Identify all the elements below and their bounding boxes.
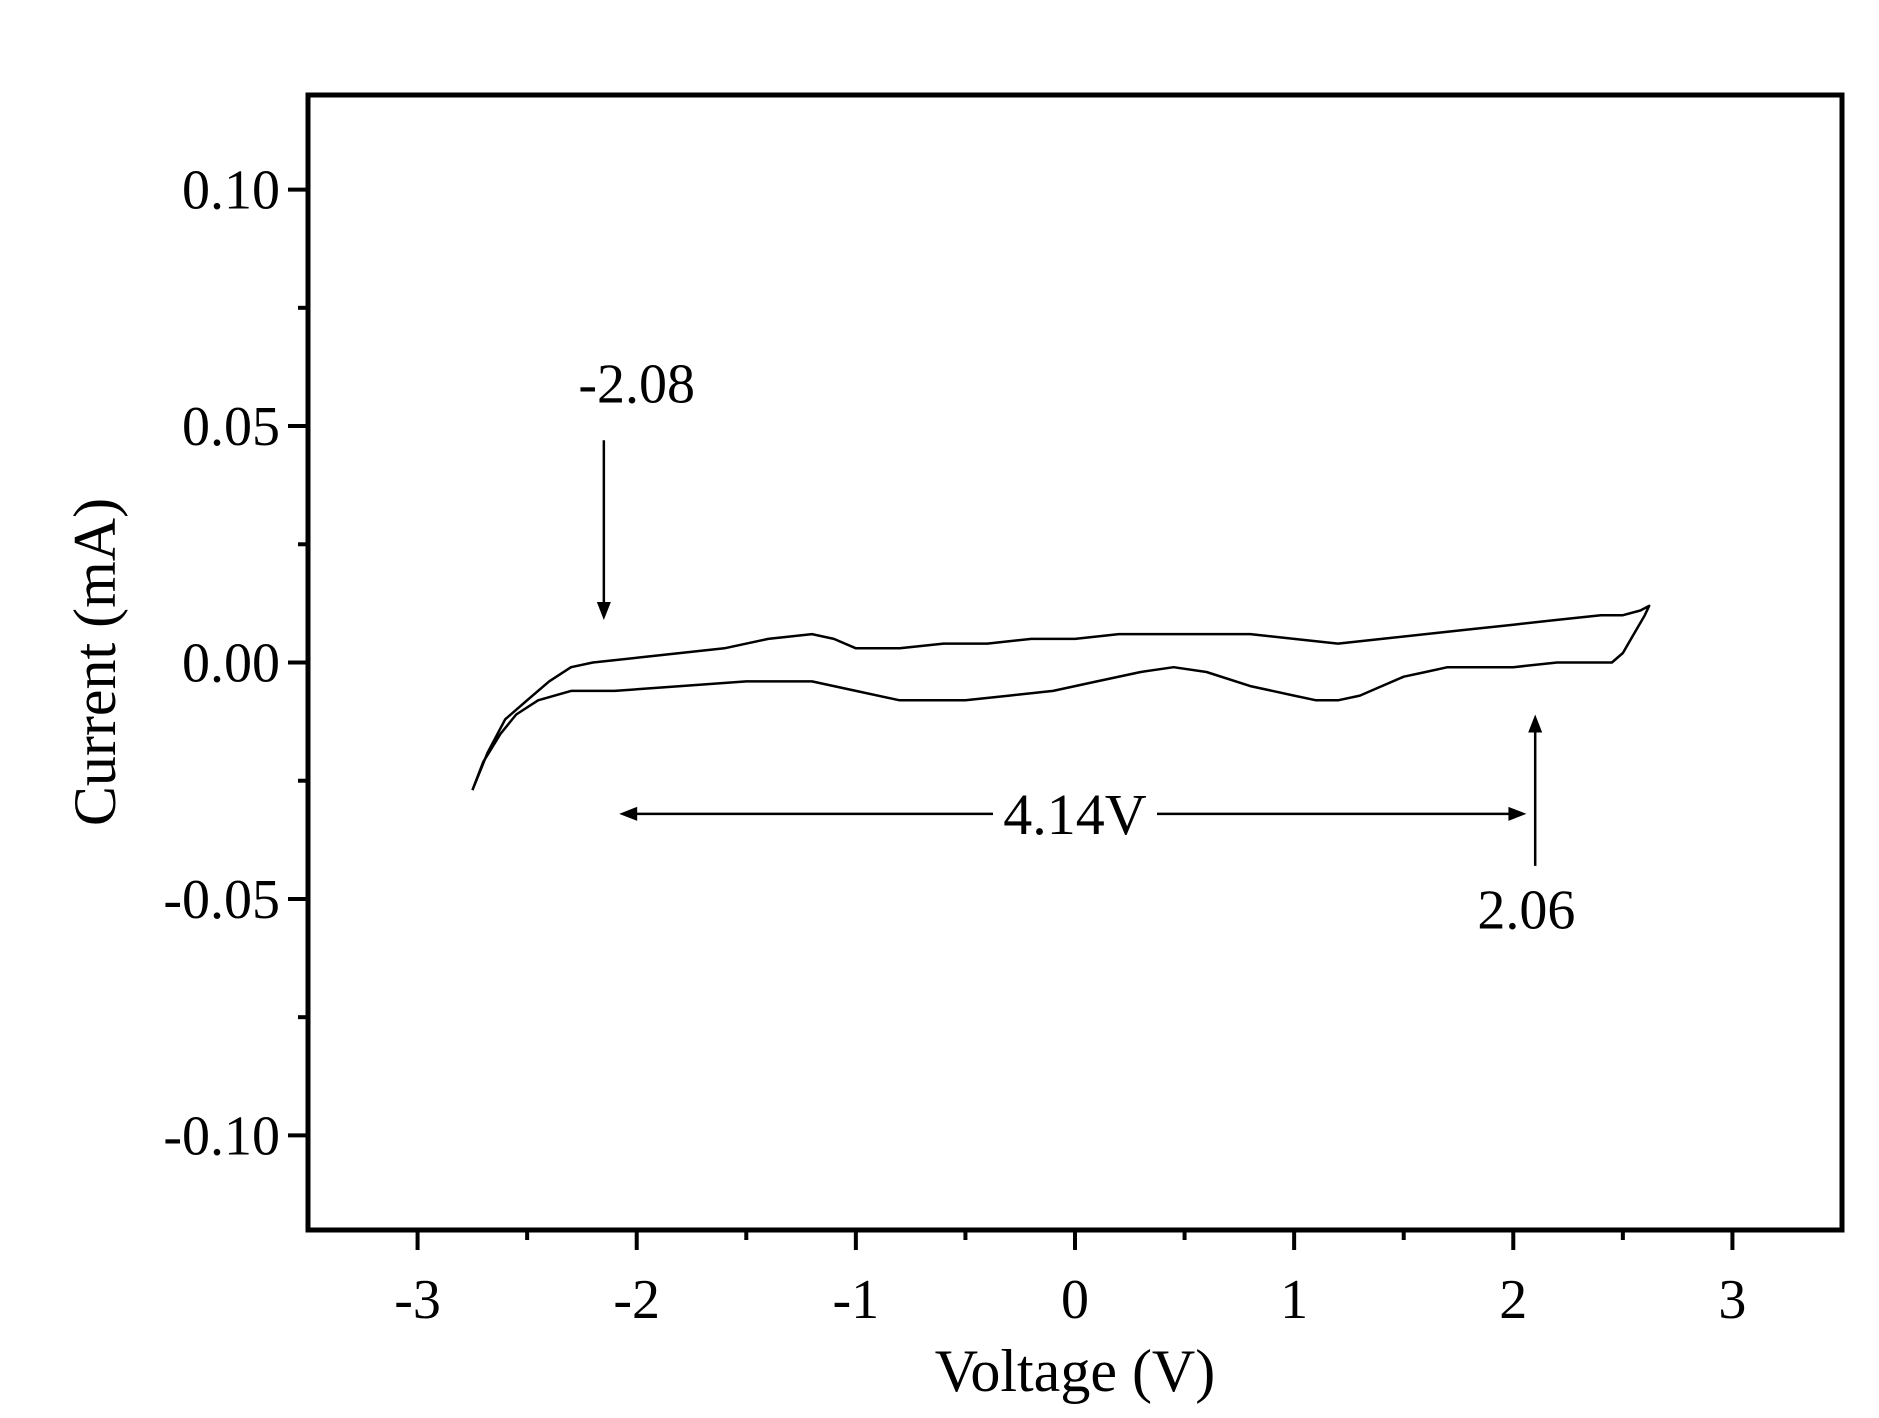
annotation-arrow-head <box>619 806 638 821</box>
x-axis-ticks: -3 -2 -1 0 1 2 3 <box>394 1230 1746 1331</box>
y-axis-label: Current (mA) <box>62 498 128 826</box>
y-tick-label: -0.10 <box>163 1105 280 1167</box>
cv-curve <box>471 604 1651 791</box>
y-tick-label: 0.10 <box>182 160 280 222</box>
annotation-label: -2.08 <box>578 353 695 415</box>
annotation-label: 4.14V <box>1003 782 1147 847</box>
y-tick-label: -0.05 <box>163 869 280 931</box>
x-tick-label: 2 <box>1499 1269 1527 1331</box>
x-tick-label: 1 <box>1280 1269 1308 1331</box>
x-tick-label: -2 <box>613 1269 660 1331</box>
annotation-arrow-head <box>1508 806 1527 821</box>
annotation-arrow-head <box>596 601 611 620</box>
x-tick-label: 0 <box>1061 1269 1089 1331</box>
x-axis-label: Voltage (V) <box>935 1338 1216 1404</box>
y-tick-label: 0.00 <box>182 633 280 695</box>
x-tick-label: 3 <box>1718 1269 1746 1331</box>
annotation-label: 2.06 <box>1477 879 1575 941</box>
annotation-arrow-head <box>1528 714 1543 733</box>
x-tick-label: -3 <box>394 1269 441 1331</box>
x-tick-label: -1 <box>833 1269 880 1331</box>
data-series <box>471 604 1651 791</box>
y-axis-ticks: 0.10 0.05 0.00 -0.05 -0.10 <box>163 160 308 1167</box>
y-tick-label: 0.05 <box>182 396 280 458</box>
annotations: -2.08 2.06 4.14V <box>578 353 1575 941</box>
